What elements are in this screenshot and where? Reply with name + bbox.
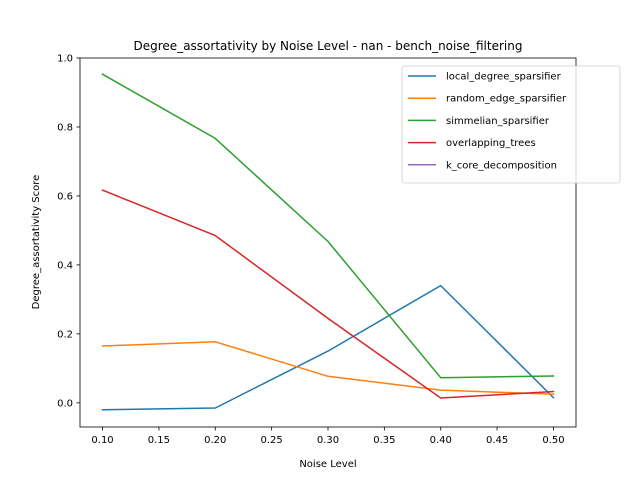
legend: local_degree_sparsifier random_edge_spars… — [401, 65, 621, 184]
x-tick-label: 0.30 — [317, 435, 339, 446]
y-tick-label: 1.0 — [57, 54, 73, 65]
y-tick-label: 0.0 — [57, 398, 73, 409]
series-line-local_degree_sparsifier — [101, 284, 555, 411]
legend-label: random_edge_sparsifier — [446, 94, 567, 105]
y-tick-label: 0.6 — [57, 191, 73, 202]
y-axis-label: Degree_assortativity Score — [31, 175, 42, 310]
x-tick-label: 0.10 — [91, 435, 113, 446]
series-line-simmelian_sparsifier — [101, 73, 555, 379]
legend-label: local_degree_sparsifier — [446, 72, 562, 83]
x-tick-label: 0.25 — [261, 435, 283, 446]
legend-label: k_core_decomposition — [446, 160, 557, 171]
x-tick-label: 0.45 — [486, 435, 508, 446]
y-tick-label: 0.4 — [57, 260, 73, 271]
plot-area: 0.10 0.15 0.20 0.25 0.30 0.35 0.40 0.45 0.50 0.0 0… — [57, 54, 577, 446]
y-tick-label: 0.2 — [57, 329, 73, 340]
chart-title: Degree_assortativity by Noise Level - na… — [134, 39, 523, 53]
legend-label: simmelian_sparsifier — [446, 116, 550, 127]
series-line-random_edge_sparsifier — [101, 341, 555, 395]
y-tick-label: 0.8 — [57, 122, 73, 133]
x-tick-label: 0.15 — [148, 435, 170, 446]
series-line-overlapping_trees — [101, 189, 555, 399]
legend-label: overlapping_trees — [446, 138, 536, 149]
legend-box — [401, 65, 621, 184]
x-axis-label: Noise Level — [299, 459, 356, 470]
x-tick-label: 0.35 — [373, 435, 395, 446]
x-tick-label: 0.20 — [204, 435, 226, 446]
x-tick-label: 0.40 — [430, 435, 452, 446]
x-tick-label: 0.50 — [542, 435, 564, 446]
